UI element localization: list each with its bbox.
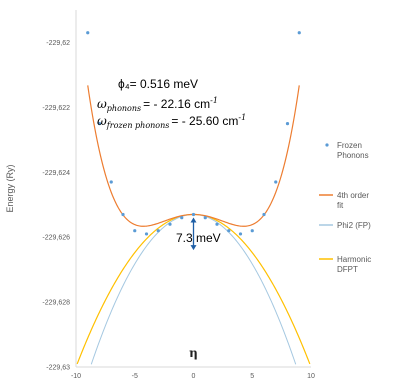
frozen-phonon-point xyxy=(250,229,254,233)
x-tick-labels: -10 -5 0 5 10 xyxy=(71,373,315,380)
omega-phonons-subscript: phonons xyxy=(107,104,141,113)
frozen-phonon-point xyxy=(191,212,196,217)
omega-phonons-value: = - 22.16 cm xyxy=(143,97,210,111)
omega-phonons-exponent: -1 xyxy=(210,96,218,105)
legend-label: Harmonic xyxy=(337,255,371,264)
legend-label: Phi2 (FP) xyxy=(337,221,371,230)
legend-label: DFPT xyxy=(337,265,358,274)
frozen-phonon-point xyxy=(144,232,149,236)
legend-label: fit xyxy=(337,201,344,210)
frozen-phonon-point xyxy=(109,180,113,184)
frozen-phonon-point xyxy=(86,31,90,35)
frozen-phonon-point xyxy=(285,121,290,126)
frozen-phonon-point xyxy=(203,216,207,220)
axes: -229,62 -229,622 -229,624 -229,626 -229,628 -… xyxy=(5,10,315,380)
legend-label: 4th order xyxy=(337,191,369,200)
frozen-phonon-point xyxy=(297,31,301,35)
y-tick-labels: -229,62 -229,622 -229,624 -229,626 -229,628 -… xyxy=(42,40,70,372)
omega-frozen-subscript: frozen phonons xyxy=(106,121,170,130)
omega-frozen-symbol: ω xyxy=(97,114,107,128)
x-tick-label: 0 xyxy=(192,373,196,380)
frozen-phonon-point xyxy=(227,229,231,233)
y-tick-label: -229,626 xyxy=(42,235,70,242)
frozen-phonon-point xyxy=(168,222,172,226)
frozen-phonon-point xyxy=(215,222,219,226)
barrier-arrow xyxy=(190,217,197,251)
annotations: ϕ₄= 0.516 meV ωphonons = - 22.16 cm-1 ωfr… xyxy=(97,77,246,251)
frozen-phonon-point xyxy=(262,212,266,217)
frozen-phonon-point xyxy=(180,216,184,220)
plot-area xyxy=(76,31,311,365)
frozen-phonon-point xyxy=(121,212,125,217)
omega-frozen-value: = - 25.60 cm xyxy=(171,114,238,128)
omega-phonons-annotation: ωphonons = - 22.16 cm-1 xyxy=(97,96,218,113)
frozen-phonon-point xyxy=(238,232,243,236)
y-tick-label: -229,624 xyxy=(42,170,70,177)
omega-frozen-exponent: -1 xyxy=(238,113,246,122)
y-tick-label: -229,63 xyxy=(46,365,70,372)
x-tick-label: -5 xyxy=(132,373,138,380)
y-tick-label: -229,628 xyxy=(42,300,70,307)
y-tick-label: -229,62 xyxy=(46,40,70,47)
legend-label: Frozen xyxy=(337,141,362,150)
y-tick-label: -229,622 xyxy=(42,105,70,112)
x-axis-label: η xyxy=(189,346,198,360)
frozen-phonon-point xyxy=(156,229,160,233)
frozen-phonon-point xyxy=(274,180,278,184)
x-tick-label: -10 xyxy=(71,373,81,380)
x-tick-label: 10 xyxy=(307,373,315,380)
legend-marker xyxy=(325,143,329,147)
y-axis-label: Energy (Ry) xyxy=(5,164,15,212)
frozen-phonon-point xyxy=(133,229,137,233)
barrier-label: 7.3 meV xyxy=(176,231,221,245)
x-tick-label: 5 xyxy=(250,373,254,380)
omega-phonons-symbol: ω xyxy=(97,97,107,111)
omega-frozen-annotation: ωfrozen phonons = - 25.60 cm-1 xyxy=(97,113,246,130)
frozen-phonon-point xyxy=(97,121,102,126)
legend-label: Phonons xyxy=(337,151,369,160)
barrier-arrow-head-up xyxy=(190,217,197,223)
phi4-annotation: ϕ₄= 0.516 meV xyxy=(118,77,198,91)
barrier-arrow-head-down xyxy=(190,245,197,251)
